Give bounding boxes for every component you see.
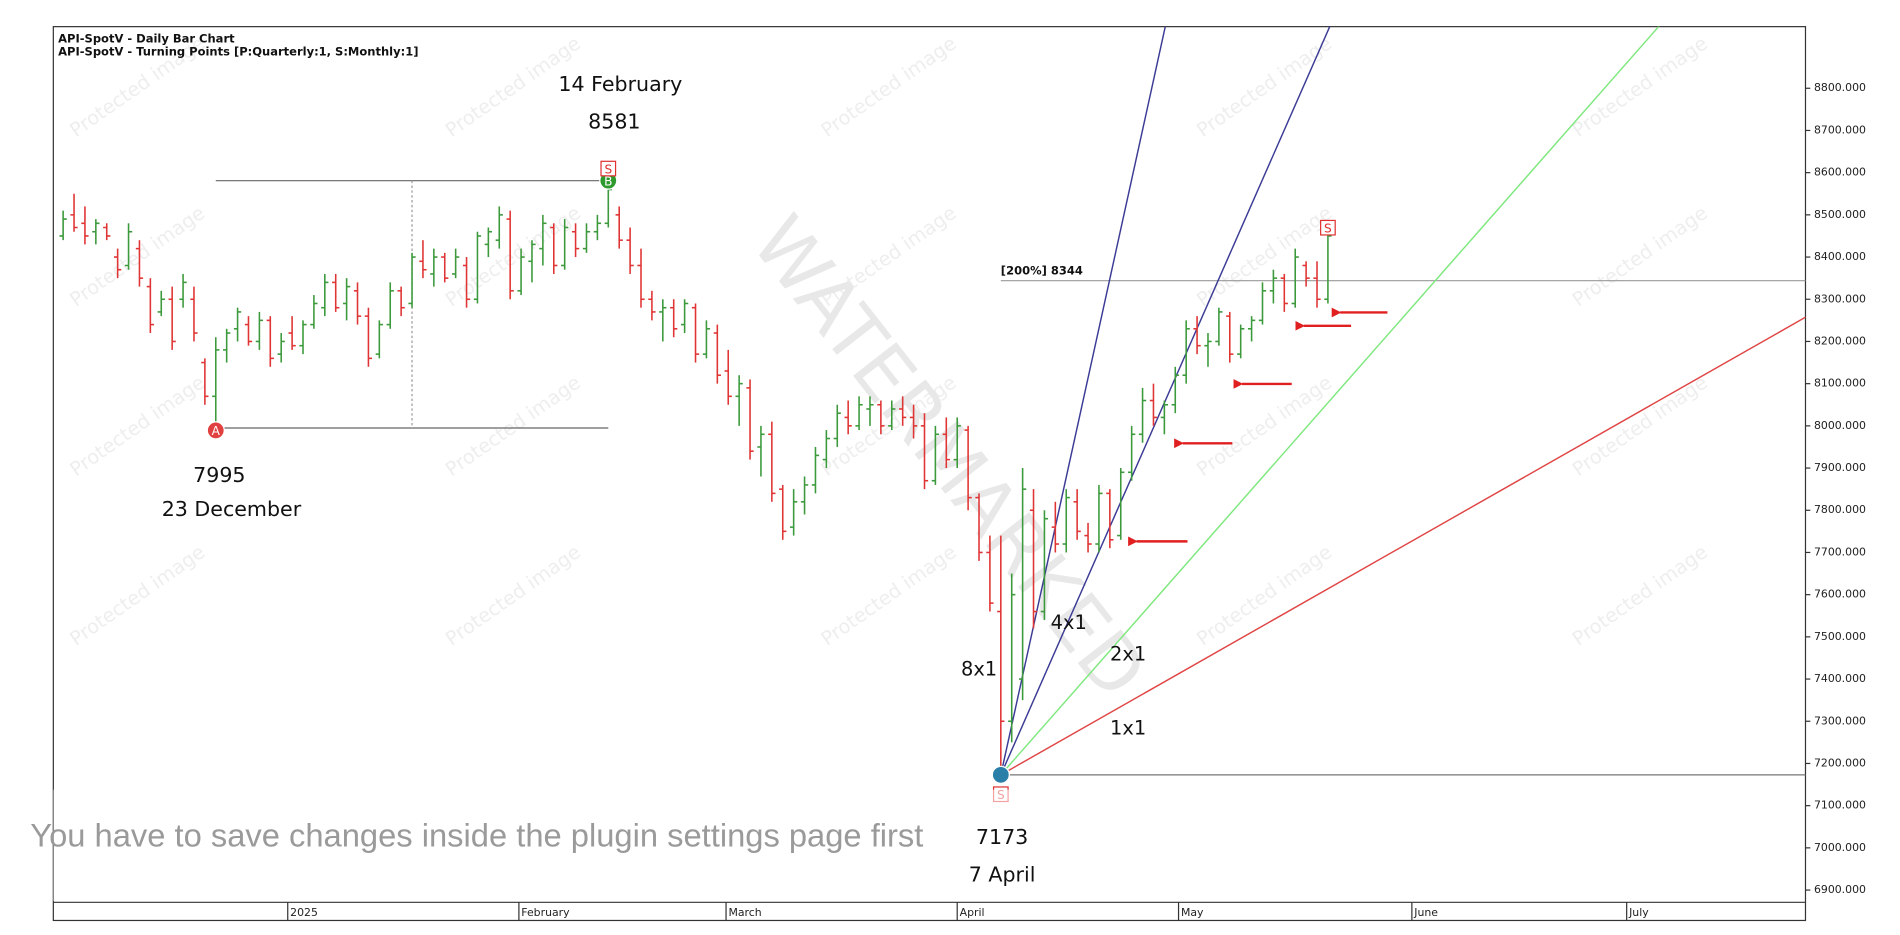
y-tick-label: 8100.000 bbox=[1814, 377, 1866, 390]
date-label: 23 December bbox=[162, 497, 302, 521]
y-tick-label: 7600.000 bbox=[1814, 588, 1866, 601]
fan-label: 2x1 bbox=[1110, 643, 1146, 666]
price-label: 8581 bbox=[588, 109, 640, 133]
y-tick-label: 8600.000 bbox=[1814, 166, 1866, 179]
chart-title: API-SpotV - Daily Bar Chart bbox=[58, 31, 235, 45]
y-tick-label: 8400.000 bbox=[1814, 250, 1866, 263]
fan-label: 1x1 bbox=[1110, 717, 1146, 740]
y-tick-label: 7400.000 bbox=[1814, 672, 1866, 685]
plot-area bbox=[59, 26, 1806, 776]
x-tick-label: 2025 bbox=[290, 906, 318, 919]
y-tick-label: 7700.000 bbox=[1814, 545, 1866, 558]
price-label: 7173 bbox=[976, 825, 1028, 849]
y-tick-label: 7100.000 bbox=[1814, 799, 1866, 812]
x-tick-label: May bbox=[1181, 906, 1204, 919]
x-tick-label: June bbox=[1413, 906, 1438, 919]
y-tick-label: 7500.000 bbox=[1814, 630, 1866, 643]
flag-letter: S bbox=[1324, 221, 1332, 235]
y-tick-label: 8300.000 bbox=[1814, 292, 1866, 305]
y-tick-label: 6900.000 bbox=[1814, 883, 1866, 896]
y-tick-label: 7000.000 bbox=[1814, 841, 1866, 854]
fan-line bbox=[1000, 316, 1806, 776]
y-tick-label: 8500.000 bbox=[1814, 208, 1866, 221]
y-tick-label: 8000.000 bbox=[1814, 419, 1866, 432]
turning-point bbox=[991, 765, 1010, 784]
arrows bbox=[1128, 307, 1388, 547]
chart-subtitle: API-SpotV - Turning Points [P:Quarterly:… bbox=[58, 45, 418, 59]
y-tick-label: 8800.000 bbox=[1814, 81, 1866, 94]
flag-letter: S bbox=[604, 162, 612, 176]
price-label: 7995 bbox=[193, 463, 245, 487]
level-label: [200%] 8344 bbox=[1001, 264, 1083, 278]
flag-box bbox=[1320, 219, 1336, 236]
turning-point bbox=[206, 421, 225, 440]
flag-box bbox=[600, 160, 617, 177]
y-tick-label: 7900.000 bbox=[1814, 461, 1866, 474]
fan-line bbox=[1000, 26, 1660, 776]
y-tick-label: 8200.000 bbox=[1814, 334, 1866, 347]
plot-frame bbox=[52, 26, 1807, 922]
date-label: 7 April bbox=[969, 863, 1036, 887]
overlay-message: You have to save changes inside the plug… bbox=[30, 817, 923, 854]
y-tick-label: 7800.000 bbox=[1814, 503, 1866, 516]
turning-point-letter: A bbox=[212, 424, 221, 438]
y-tick-label: 7200.000 bbox=[1814, 756, 1866, 769]
x-tick-label: February bbox=[521, 906, 570, 919]
y-tick-label: 7300.000 bbox=[1814, 714, 1866, 727]
x-tick-label: March bbox=[728, 906, 761, 919]
turning-point-letter: B bbox=[604, 174, 612, 188]
fan-label: 4x1 bbox=[1051, 611, 1087, 634]
overlay-box bbox=[53, 789, 1047, 902]
x-tick-label: July bbox=[1628, 906, 1649, 919]
y-tick-label: 8700.000 bbox=[1814, 123, 1866, 136]
x-tick-label: April bbox=[960, 906, 985, 919]
date-label: 14 February bbox=[558, 72, 682, 96]
fan-label: 8x1 bbox=[961, 657, 997, 680]
